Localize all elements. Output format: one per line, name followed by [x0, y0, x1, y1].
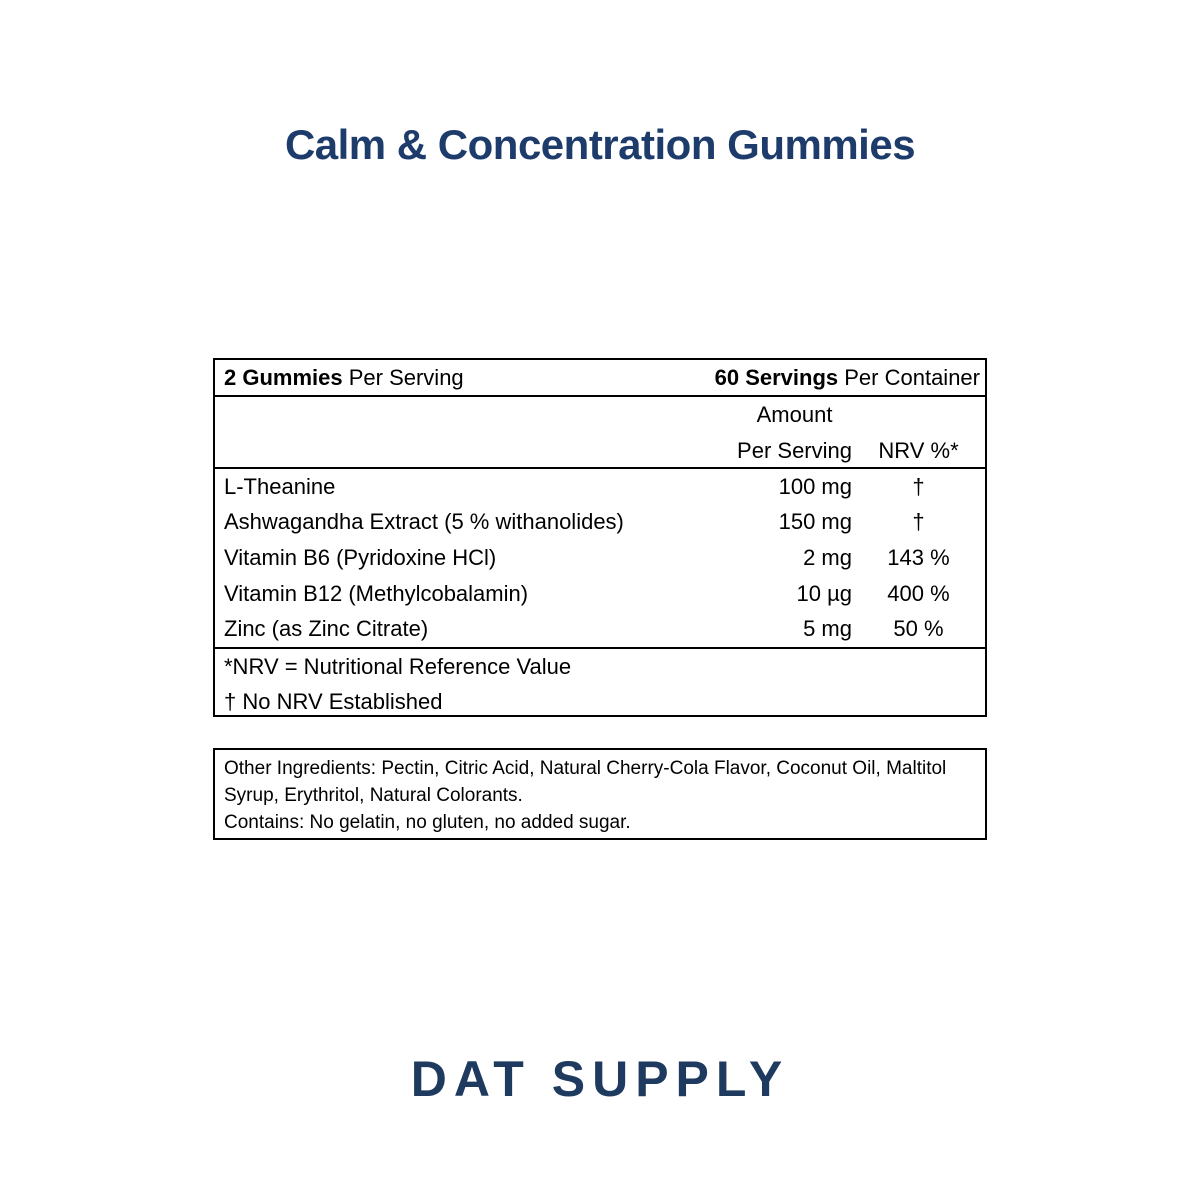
- servings-per-container-text: 60 Servings Per Container: [715, 360, 980, 395]
- nutrient-nrv: 143 %: [887, 544, 950, 570]
- nutrient-nrv: 50 %: [893, 616, 944, 642]
- nutrient-name: L-Theanine: [224, 473, 336, 499]
- footnote-no-nrv: † No NRV Established: [224, 688, 443, 714]
- brand-logo: DAT SUPPLY: [410, 1051, 790, 1107]
- product-title: Calm & Concentration Gummies: [284, 121, 916, 168]
- nutrient-amount: 5 mg: [803, 616, 852, 642]
- amount-header-line2: Per Serving: [737, 438, 852, 463]
- servings-count-bold: 60 Servings: [714, 365, 839, 390]
- contains-text: Contains: No gelatin, no gluten, no adde…: [224, 812, 631, 833]
- nutrient-name: Vitamin B12 (Methylcobalamin): [224, 580, 529, 606]
- gummies-per-serving-rest: Per Serving: [342, 365, 464, 390]
- nutrient-name: Ashwagandha Extract (5 % withanolides): [224, 509, 624, 535]
- table-row: Vitamin B12 (Methylcobalamin) 10 µg 400 …: [215, 576, 985, 612]
- servings-count-rest: Per Container: [838, 365, 980, 390]
- nutrient-amount: 100 mg: [778, 473, 852, 499]
- serving-info-row: 2 Gummies Per Serving 60 Servings Per Co…: [215, 360, 985, 397]
- other-ingredients-box: Other Ingredients: Pectin, Citric Acid, …: [213, 748, 987, 840]
- gummies-per-serving-bold: 2 Gummies: [224, 365, 343, 390]
- header-spacer: [215, 397, 697, 467]
- table-row: Zinc (as Zinc Citrate) 5 mg 50 %: [215, 611, 985, 647]
- nutrient-nrv: †: [912, 473, 925, 499]
- nrv-column-header: NRV %*: [878, 438, 959, 463]
- nutrient-nrv: †: [912, 509, 925, 535]
- nutrient-nrv: 400 %: [887, 580, 950, 606]
- nutrient-amount: 2 mg: [803, 544, 852, 570]
- table-column-headers: Amount Per Serving NRV %*: [215, 397, 985, 469]
- nutrient-name: Zinc (as Zinc Citrate): [224, 616, 429, 642]
- servings-per-serving-text: 2 Gummies Per Serving: [224, 360, 464, 395]
- other-ingredients-text: Other Ingredients: Pectin, Citric Acid, …: [224, 758, 947, 806]
- nutrient-rows: L-Theanine 100 mg † Ashwagandha Extract …: [215, 469, 985, 647]
- nutrient-name: Vitamin B6 (Pyridoxine HCl): [224, 544, 497, 570]
- table-row: L-Theanine 100 mg †: [215, 469, 985, 505]
- amount-column-header: Amount Per Serving: [697, 397, 852, 467]
- amount-header-line1: Amount: [756, 402, 833, 427]
- table-footnotes: *NRV = Nutritional Reference Value † No …: [215, 646, 985, 715]
- table-row: Vitamin B6 (Pyridoxine HCl) 2 mg 143 %: [215, 540, 985, 576]
- supplement-facts-table: 2 Gummies Per Serving 60 Servings Per Co…: [213, 358, 987, 717]
- table-row: Ashwagandha Extract (5 % withanolides) 1…: [215, 505, 985, 541]
- amount-header-lines: Amount Per Serving: [737, 397, 852, 467]
- nutrient-amount: 150 mg: [778, 509, 852, 535]
- nutrient-amount: 10 µg: [796, 580, 853, 606]
- footnote-nrv-definition: *NRV = Nutritional Reference Value: [224, 653, 572, 679]
